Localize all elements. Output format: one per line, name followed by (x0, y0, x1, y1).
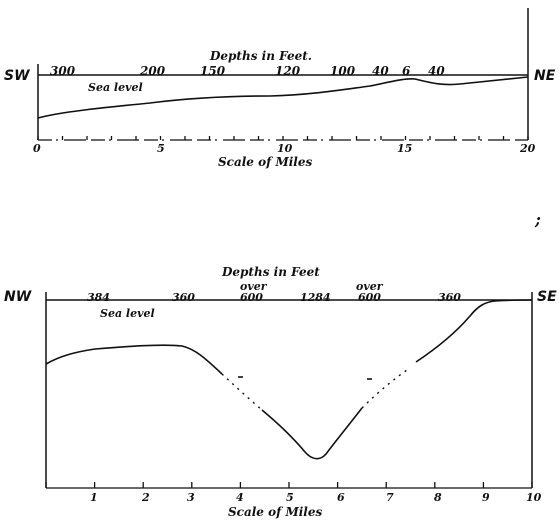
bottom-right-label: SE (537, 289, 557, 305)
bottom-scale-10: 10 (526, 491, 542, 504)
bottom-scale-5: 5 (286, 491, 294, 504)
bottom-depth-600b: 600 (358, 291, 381, 304)
profile-top: Depths in Feet. SW NE 300 200 150 120 10… (4, 8, 556, 169)
bottom-depth-360b: 360 (438, 291, 461, 304)
bottom-scale-label: Scale of Miles (228, 505, 322, 519)
profile-bottom: Depths in Feet NW SE 384 360 over 600 12… (4, 265, 557, 519)
top-depth-6: 6 (402, 64, 411, 78)
side-mark: ; (534, 210, 541, 229)
top-scale-15: 15 (397, 142, 412, 155)
top-scale-0: 0 (33, 142, 41, 155)
bottom-scale-9: 9 (482, 491, 490, 504)
bottom-depth-over-a: over (240, 280, 268, 293)
bottom-seabed-dotted-left (221, 373, 263, 411)
bottom-left-label: NW (4, 289, 32, 305)
top-depth-40a: 40 (372, 64, 389, 78)
bottom-scale-2: 2 (141, 491, 150, 504)
top-seabed-curve (37, 76, 529, 119)
bottom-scale-ticks (45, 482, 533, 488)
top-depth-100: 100 (330, 64, 356, 78)
top-right-label: NE (534, 68, 556, 84)
bottom-depth-over-b: over (356, 280, 384, 293)
bottom-scale-3: 3 (187, 491, 195, 504)
bottom-scale-6: 6 (337, 491, 345, 504)
bottom-seabed-curve-left (45, 344, 223, 375)
bottom-scale-4: 4 (236, 491, 244, 504)
top-depth-300: 300 (50, 64, 76, 78)
top-scale-label: Scale of Miles (218, 155, 312, 169)
bottom-seabed-curve-trough (261, 407, 363, 460)
top-left-label: SW (4, 68, 30, 84)
bottom-scale-7: 7 (386, 491, 394, 504)
top-scale-5: 5 (157, 142, 165, 155)
bottom-depth-1284: 1284 (300, 291, 331, 304)
bottom-depth-384: 384 (87, 291, 110, 304)
bottom-seabed-dotted-right (361, 367, 411, 409)
bottom-sea-level-label: Sea level (100, 307, 155, 320)
top-scale-ticks (37, 136, 529, 140)
top-depth-200: 200 (139, 64, 166, 78)
top-depth-120: 120 (275, 64, 301, 78)
top-sea-level-label: Sea level (88, 81, 143, 94)
bottom-scale-8: 8 (434, 491, 442, 504)
top-depth-40b: 40 (428, 64, 445, 78)
bottom-depth-600a: 600 (240, 291, 263, 304)
top-scale-20: 20 (519, 142, 536, 155)
top-title: Depths in Feet. (209, 49, 312, 63)
bottom-title: Depths in Feet (221, 265, 320, 279)
bottom-scale-1: 1 (90, 491, 98, 504)
top-depth-150: 150 (200, 64, 226, 78)
top-scale-10: 10 (277, 142, 293, 155)
bottom-depth-360a: 360 (172, 291, 195, 304)
bottom-seabed-curve-right (415, 299, 533, 363)
